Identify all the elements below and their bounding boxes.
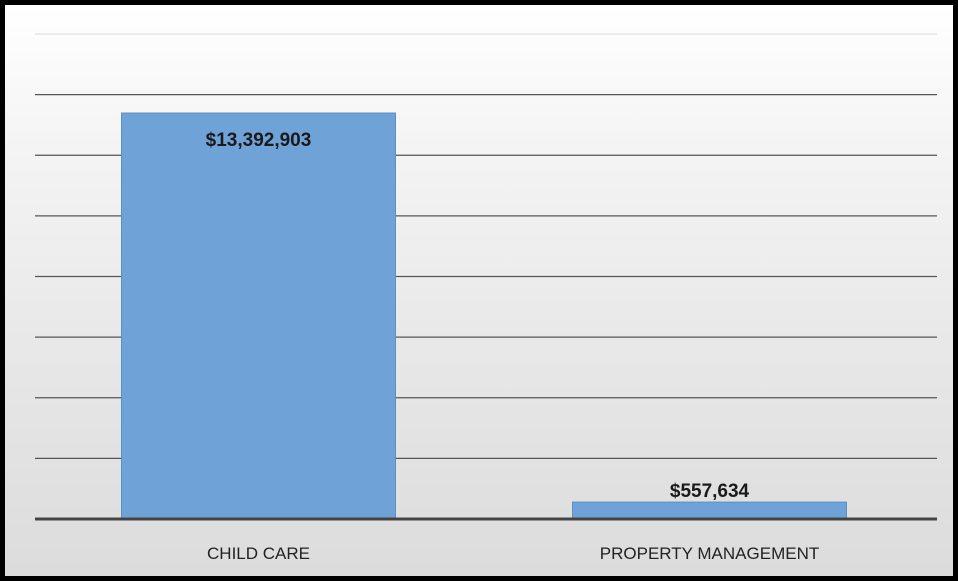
category-label: PROPERTY MANAGEMENT xyxy=(600,544,819,563)
data-label: $13,392,903 xyxy=(206,130,312,151)
bar-child-care xyxy=(121,112,396,520)
data-label: $557,634 xyxy=(670,481,750,502)
bar-chart: $13,392,903 $557,634 CHILD CARE PROPERTY M… xyxy=(35,33,937,563)
bar-property-management xyxy=(572,501,847,520)
category-label: CHILD CARE xyxy=(207,544,310,563)
bars xyxy=(121,112,847,520)
category-labels: CHILD CARE PROPERTY MANAGEMENT xyxy=(207,544,819,563)
data-labels: $13,392,903 $557,634 xyxy=(206,130,750,502)
